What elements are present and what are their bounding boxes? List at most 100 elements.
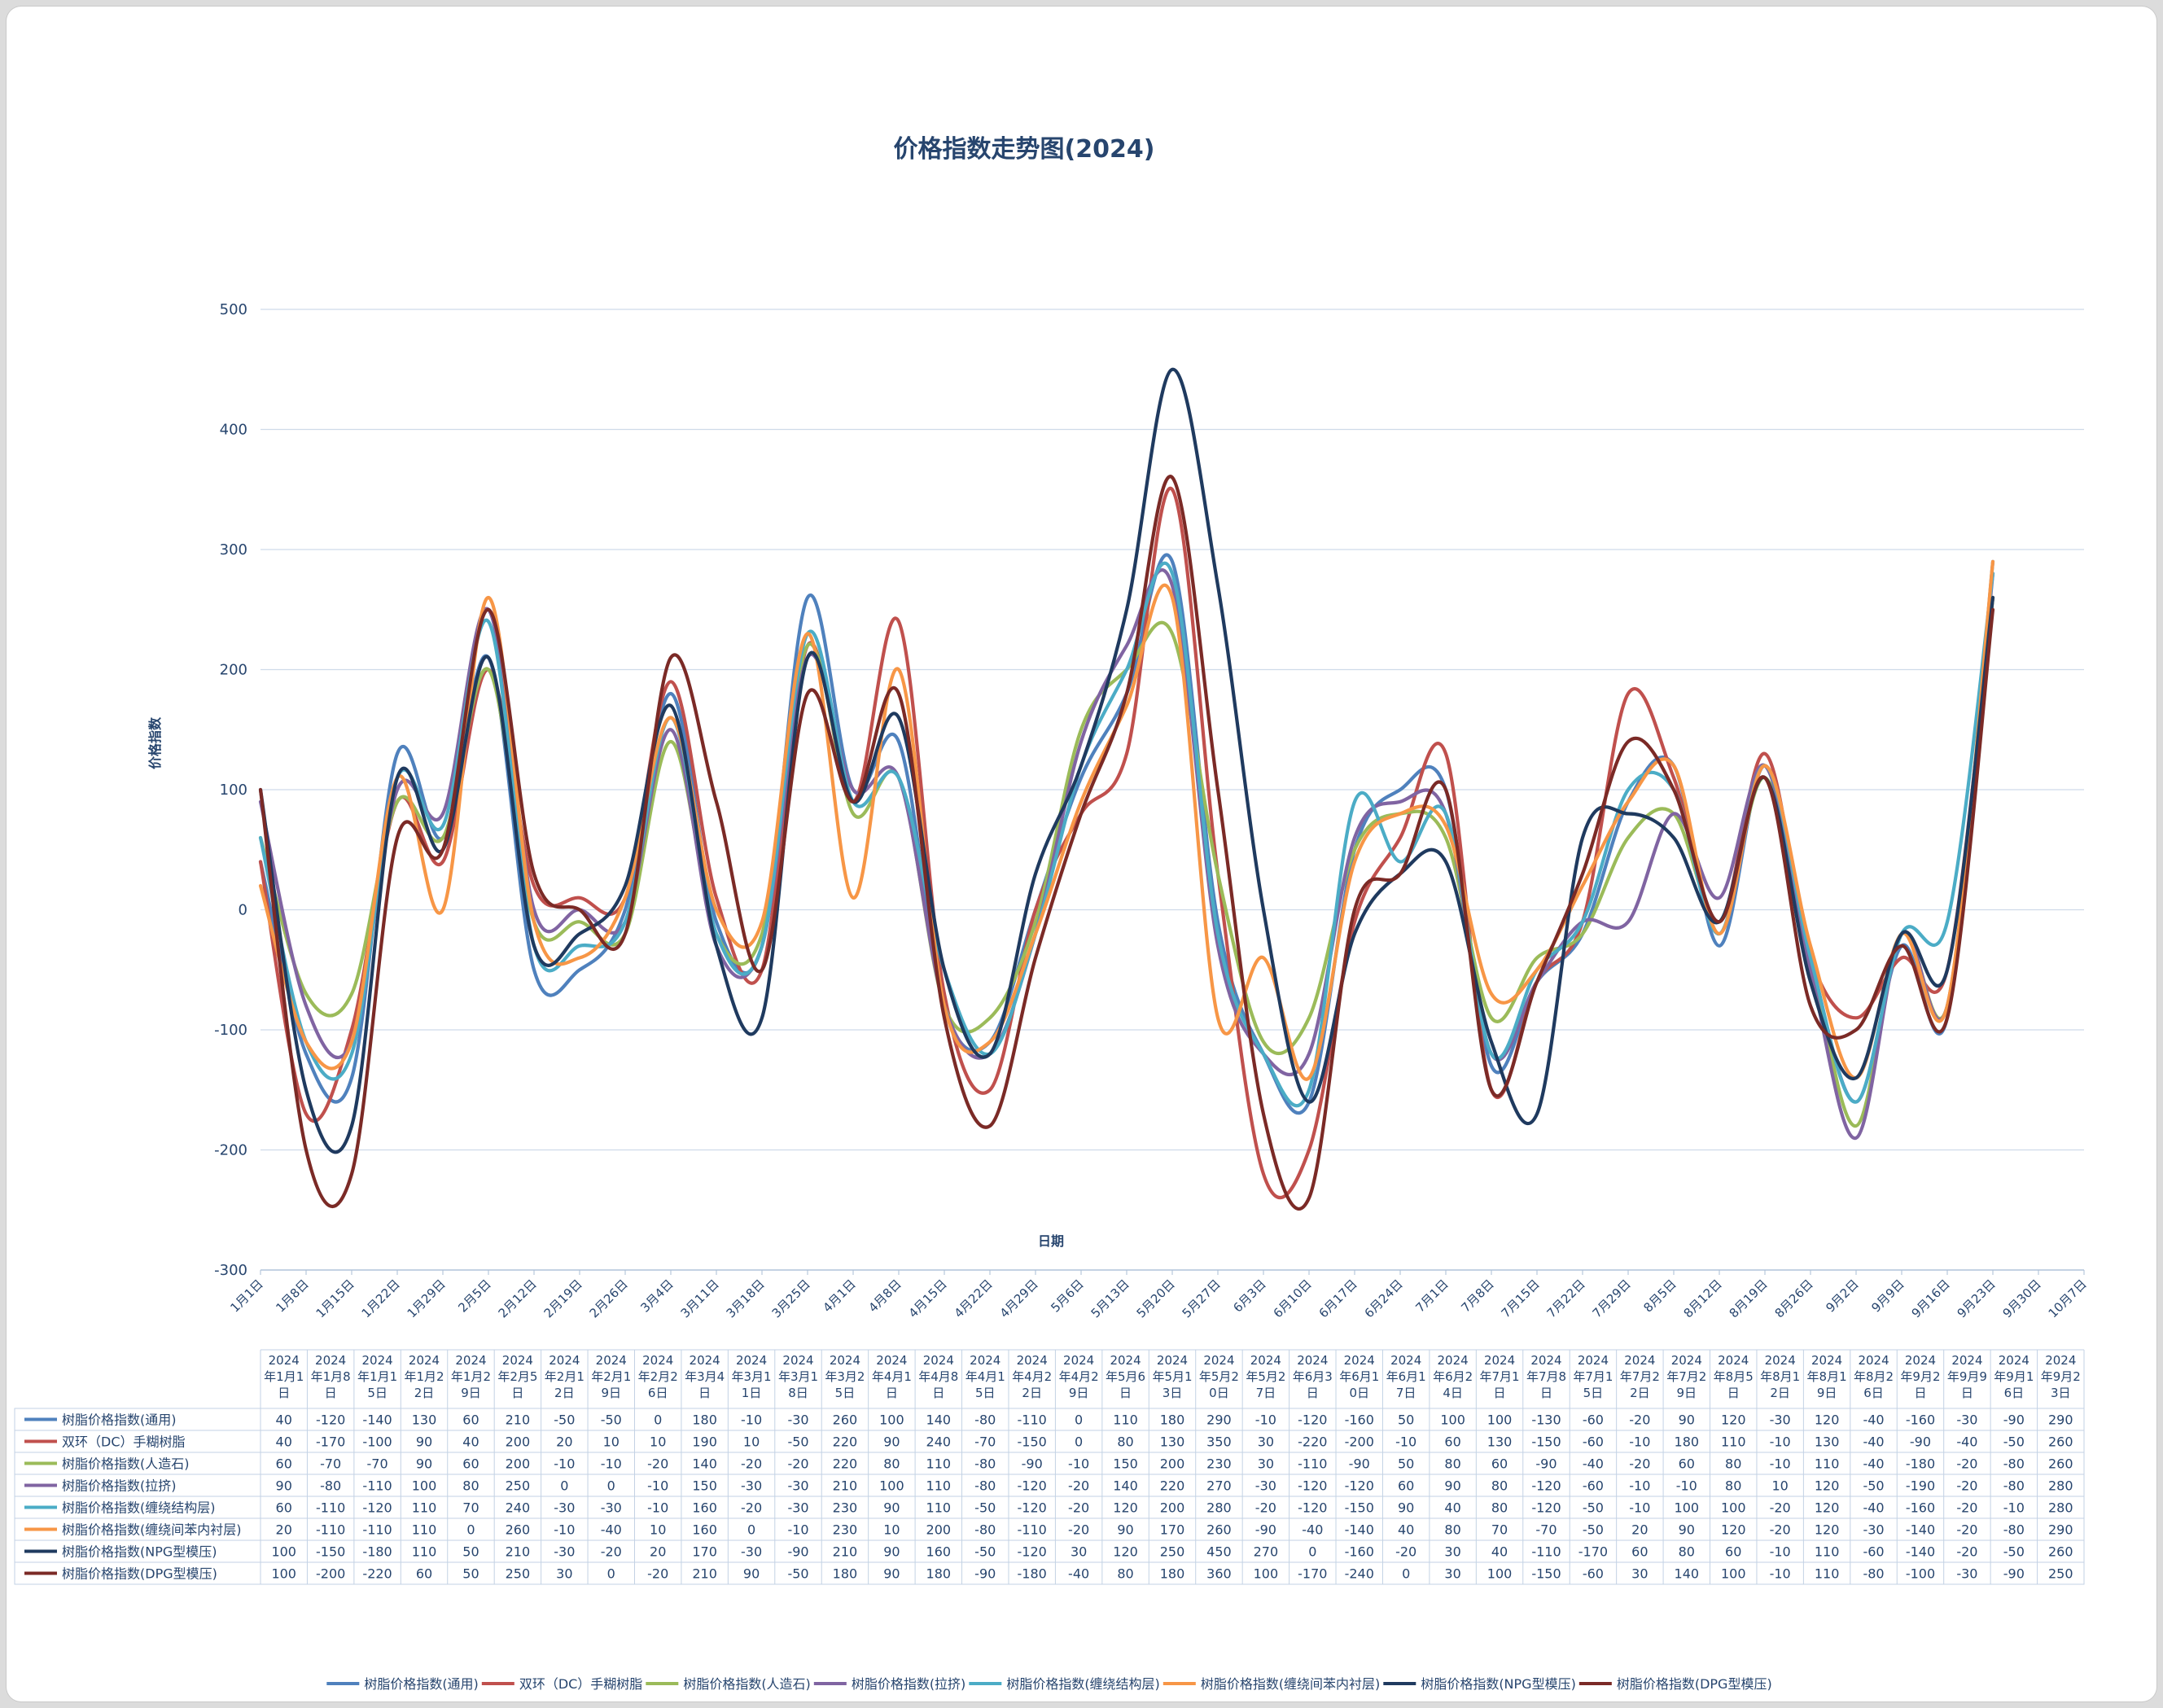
x-tick-label: 6月24日 bbox=[1362, 1277, 1406, 1320]
table-cell: -20 bbox=[601, 1544, 622, 1560]
table-cell: -150 bbox=[1345, 1500, 1374, 1516]
table-cell: 60 bbox=[462, 1456, 479, 1472]
table-cell: -120 bbox=[1018, 1478, 1047, 1494]
x-tick-label: 5月20日 bbox=[1134, 1277, 1178, 1320]
table-cell: 90 bbox=[416, 1434, 432, 1450]
table-cell: -10 bbox=[1770, 1456, 1791, 1472]
table-cell: -30 bbox=[1956, 1566, 1977, 1582]
table-header-cell: 2024 bbox=[596, 1353, 627, 1368]
table-cell: 80 bbox=[1725, 1456, 1741, 1472]
table-cell: 290 bbox=[1206, 1412, 1232, 1428]
table-header-cell: 2024 bbox=[1905, 1353, 1936, 1368]
table-cell: 200 bbox=[506, 1456, 531, 1472]
data-table: 2024年1月1日2024年1月8日2024年1月15日2024年1月22日20… bbox=[14, 1349, 2085, 1585]
table-cell: -40 bbox=[1863, 1412, 1884, 1428]
x-tick-label: 7月22日 bbox=[1544, 1277, 1588, 1320]
table-cell: -30 bbox=[554, 1544, 575, 1560]
table-cell: -60 bbox=[1583, 1478, 1604, 1494]
table-cell: 210 bbox=[692, 1566, 717, 1582]
table-cell: -70 bbox=[320, 1456, 341, 1472]
x-tick-label: 8月26日 bbox=[1772, 1277, 1816, 1320]
table-header-cell: 2024 bbox=[1390, 1353, 1421, 1368]
table-cell: -80 bbox=[974, 1522, 996, 1538]
table-cell: 110 bbox=[412, 1522, 437, 1538]
table-cell: 220 bbox=[833, 1434, 858, 1450]
table-cell: 120 bbox=[1815, 1478, 1840, 1494]
table-header-cell: 3日 bbox=[2051, 1386, 2071, 1400]
table-cell: -180 bbox=[1906, 1456, 1935, 1472]
table-cell: 10 bbox=[743, 1434, 760, 1450]
table-cell: -10 bbox=[1629, 1478, 1650, 1494]
y-tick-label: 100 bbox=[220, 782, 247, 799]
table-cell: -50 bbox=[787, 1566, 808, 1582]
table-cell: 170 bbox=[1160, 1522, 1185, 1538]
table-header-cell: 年1月2 bbox=[451, 1369, 491, 1384]
table-header-cell: 2024 bbox=[1530, 1353, 1561, 1368]
table-cell: 150 bbox=[1113, 1456, 1138, 1472]
table-cell: 120 bbox=[1113, 1544, 1138, 1560]
table-cell: 100 bbox=[1675, 1500, 1700, 1516]
table-header-cell: 2024 bbox=[1110, 1353, 1141, 1368]
table-cell: -120 bbox=[1531, 1478, 1561, 1494]
table-cell: -80 bbox=[1863, 1566, 1884, 1582]
table-cell: 90 bbox=[1679, 1522, 1695, 1538]
line-chart: 价格指数走势图(2024) 5004003002001000-100-200-3… bbox=[14, 135, 2090, 1692]
table-cell: -130 bbox=[1531, 1412, 1561, 1428]
table-cell: -20 bbox=[1956, 1478, 1977, 1494]
table-cell: -60 bbox=[1583, 1412, 1604, 1428]
x-tick-label: 3月4日 bbox=[637, 1277, 676, 1315]
table-cell: -20 bbox=[1395, 1544, 1416, 1560]
x-tick-label: 8月5日 bbox=[1640, 1277, 1679, 1315]
table-cell: -10 bbox=[2003, 1500, 2025, 1516]
table-cell: 20 bbox=[276, 1522, 292, 1538]
table-cell: 0 bbox=[747, 1522, 755, 1538]
series-line-8 bbox=[258, 475, 1995, 1211]
table-cell: -20 bbox=[1956, 1500, 1977, 1516]
table-cell: 260 bbox=[1206, 1522, 1232, 1538]
x-tick-label: 9月30日 bbox=[2000, 1277, 2044, 1320]
table-cell: 250 bbox=[1160, 1544, 1185, 1560]
table-cell: -30 bbox=[787, 1478, 808, 1494]
table-header-cell: 年7月1 bbox=[1573, 1369, 1613, 1384]
table-cell: 90 bbox=[1444, 1478, 1460, 1494]
table-cell: 100 bbox=[1440, 1412, 1465, 1428]
table-cell: 80 bbox=[1491, 1500, 1508, 1516]
table-cell: 100 bbox=[879, 1412, 904, 1428]
x-tick-label: 7月8日 bbox=[1458, 1277, 1496, 1315]
table-cell: -110 bbox=[1531, 1544, 1561, 1560]
table-cell: 100 bbox=[1487, 1566, 1513, 1582]
table-header-cell: 2024 bbox=[2045, 1353, 2076, 1368]
x-tick-label: 6月17日 bbox=[1316, 1277, 1360, 1320]
table-cell: -40 bbox=[1956, 1434, 1977, 1450]
table-header-cell: 年1月8 bbox=[311, 1369, 351, 1384]
x-tick-label: 4月29日 bbox=[997, 1277, 1041, 1320]
table-cell: -120 bbox=[316, 1412, 345, 1428]
table-cell: 180 bbox=[833, 1566, 858, 1582]
table-cell: 100 bbox=[271, 1566, 296, 1582]
table-cell: -220 bbox=[362, 1566, 392, 1582]
y-tick-label: 500 bbox=[220, 301, 247, 318]
table-header-cell: 2024 bbox=[315, 1353, 346, 1368]
table-cell: 50 bbox=[1398, 1412, 1414, 1428]
table-cell: -220 bbox=[1298, 1434, 1327, 1450]
table-cell: -90 bbox=[2003, 1566, 2025, 1582]
table-cell: 250 bbox=[506, 1566, 531, 1582]
table-cell: 120 bbox=[1815, 1500, 1840, 1516]
table-cell: 210 bbox=[833, 1478, 858, 1494]
table-cell: -20 bbox=[647, 1456, 668, 1472]
table-cell: 220 bbox=[1160, 1478, 1185, 1494]
table-cell: -30 bbox=[741, 1478, 762, 1494]
table-cell: 100 bbox=[1721, 1566, 1746, 1582]
table-cell: -150 bbox=[1531, 1434, 1561, 1450]
table-cell: -30 bbox=[1956, 1412, 1977, 1428]
x-tick-label: 3月11日 bbox=[678, 1277, 722, 1320]
table-cell: 210 bbox=[506, 1544, 531, 1560]
table-header-cell: 年5月2 bbox=[1246, 1369, 1285, 1384]
table-cell: -80 bbox=[2003, 1478, 2025, 1494]
table-cell: 110 bbox=[1721, 1434, 1746, 1450]
table-cell: -20 bbox=[787, 1456, 808, 1472]
table-cell: -30 bbox=[1255, 1478, 1276, 1494]
table-header-cell: 3日 bbox=[1163, 1386, 1183, 1400]
table-cell: -30 bbox=[787, 1412, 808, 1428]
table-header-cell: 年9月2 bbox=[1900, 1369, 1940, 1384]
